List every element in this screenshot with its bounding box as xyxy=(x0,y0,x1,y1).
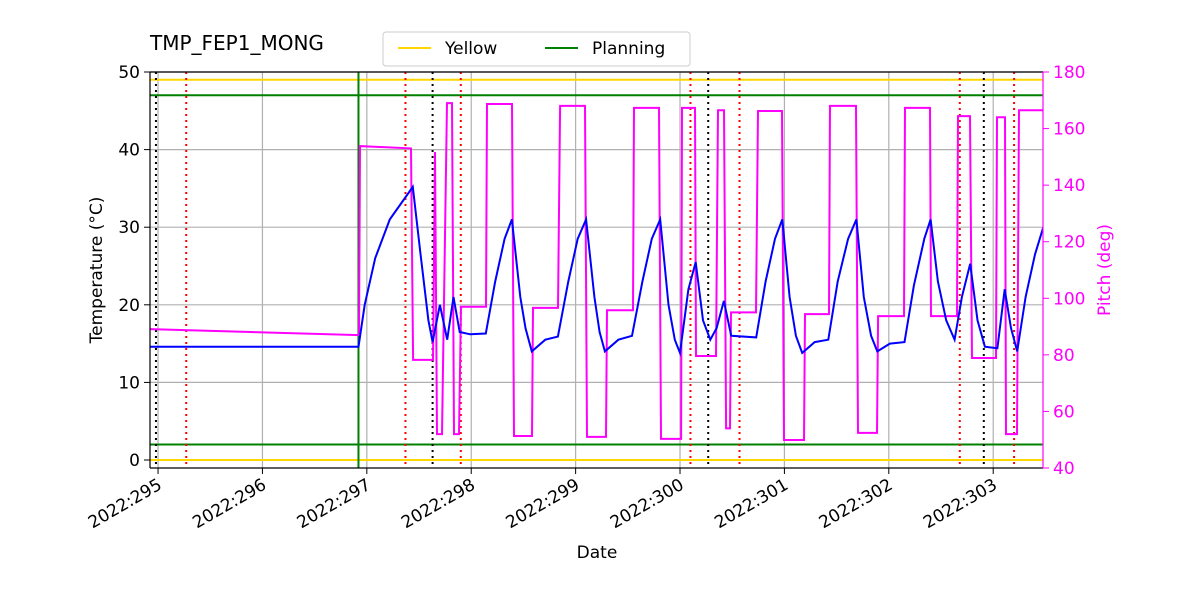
y2-tick-label: 100 xyxy=(1053,289,1085,309)
y2-tick-label: 80 xyxy=(1053,346,1075,366)
y-tick-label: 40 xyxy=(118,141,140,161)
plot-area xyxy=(150,72,1043,468)
x-tick-label: 2022:299 xyxy=(503,475,584,533)
x-tick-label: 2022:301 xyxy=(711,475,792,533)
y-tick-label: 0 xyxy=(129,451,140,471)
x-tick-label: 2022:295 xyxy=(85,475,166,533)
x-tick-label: 2022:303 xyxy=(920,475,1001,533)
x-tick-label: 2022:298 xyxy=(398,475,479,533)
legend-box xyxy=(382,31,691,67)
y-axis-label: Temperature (°C) xyxy=(87,197,107,345)
legend-label: Yellow xyxy=(444,39,497,59)
x-tick-label: 2022:302 xyxy=(816,475,897,533)
x-axis-label: Date xyxy=(577,543,618,563)
temperature-line xyxy=(150,184,1043,357)
pitch-line xyxy=(150,102,1043,441)
x-tick-label: 2022:296 xyxy=(189,475,270,533)
y2-axis-label: Pitch (deg) xyxy=(1095,224,1115,316)
y2-tick-label: 60 xyxy=(1053,402,1075,422)
y-tick-label: 50 xyxy=(118,63,140,83)
legend-label: Planning xyxy=(592,39,665,59)
y-tick-label: 20 xyxy=(118,296,140,316)
y2-tick-label: 40 xyxy=(1053,459,1075,479)
y-tick-label: 30 xyxy=(118,218,140,238)
y2-tick-label: 160 xyxy=(1053,120,1085,140)
y2-tick-label: 180 xyxy=(1053,63,1085,83)
y2-tick-label: 140 xyxy=(1053,176,1085,196)
y-tick-label: 10 xyxy=(118,373,140,393)
x-tick-label: 2022:297 xyxy=(294,475,375,533)
x-tick-label: 2022:300 xyxy=(607,475,688,533)
y2-tick-label: 120 xyxy=(1053,233,1085,253)
chart-title: TMP_FEP1_MONG xyxy=(149,31,324,55)
